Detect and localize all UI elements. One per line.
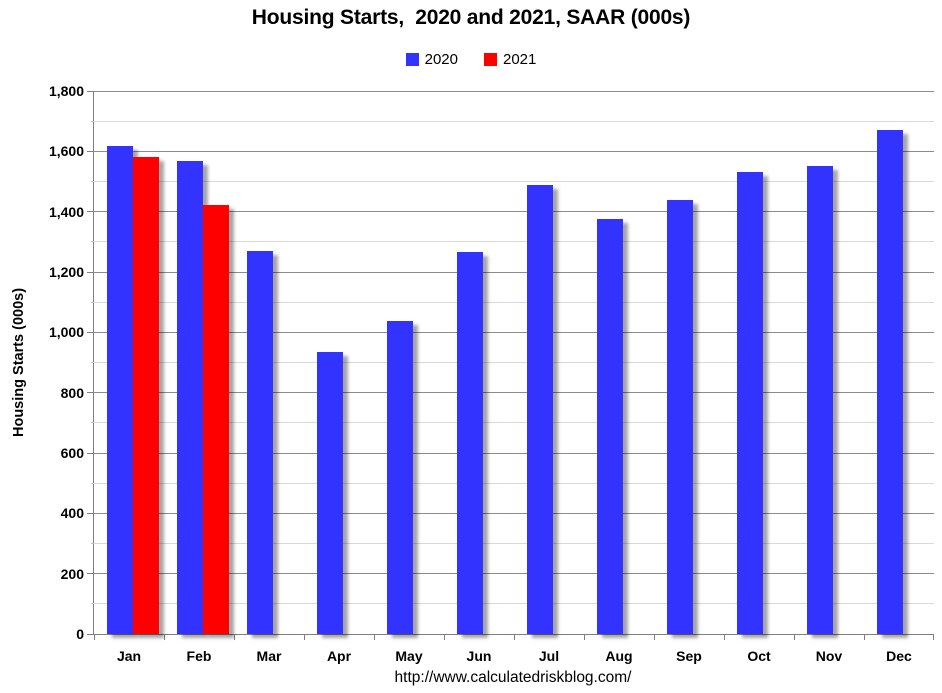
- y-axis-tick-1700: [91, 120, 94, 122]
- gridline-minor-1700: [94, 120, 934, 122]
- bar-2020-feb: [177, 161, 203, 634]
- y-axis-label-600: 600: [60, 445, 84, 461]
- gridline-major-1400: [94, 211, 934, 213]
- x-axis-label-oct: Oct: [747, 648, 771, 664]
- y-axis-tick-600: [87, 452, 94, 454]
- y-axis-label-800: 800: [60, 384, 84, 401]
- x-axis-label-jan: Jan: [116, 648, 142, 664]
- bar-2020-sep: [667, 199, 693, 634]
- bar-2020-aug: [597, 218, 623, 634]
- x-axis-tick-1: [164, 634, 165, 640]
- x-axis-tick-12: [933, 634, 934, 640]
- y-axis-label-1800: 1,800: [48, 83, 84, 99]
- gridline-major-400: [94, 512, 934, 514]
- gridline-minor-500: [94, 482, 934, 484]
- y-axis-title: Housing Starts (000s): [11, 287, 27, 438]
- y-axis-tick-400: [87, 512, 94, 514]
- legend-item-2021: 2021: [484, 51, 536, 68]
- gridline-major-1800: [94, 90, 934, 92]
- x-axis-tick-0: [94, 634, 95, 640]
- x-axis-label-sep: Sep: [676, 648, 702, 664]
- y-axis-label-400: 400: [60, 505, 84, 522]
- x-axis-tick-4: [374, 634, 375, 640]
- gridline-minor-900: [94, 362, 934, 363]
- bar-2020-may: [387, 320, 413, 634]
- y-axis-tick-1100: [91, 301, 94, 303]
- x-axis-tick-5: [444, 634, 445, 640]
- bar-2020-apr: [317, 352, 343, 634]
- y-axis-tick-100: [91, 603, 94, 605]
- y-axis-label-0: 0: [76, 626, 84, 642]
- y-axis-label-1200: 1,200: [48, 264, 84, 280]
- x-axis-label-apr: Apr: [326, 648, 352, 664]
- x-axis-tick-10: [794, 634, 795, 640]
- footer-url: http://www.calculatedriskblog.com/: [394, 669, 632, 686]
- legend-label-2021: 2021: [503, 50, 537, 68]
- y-axis-tick-1200: [87, 271, 94, 273]
- y-axis-tick-200: [87, 573, 94, 575]
- x-axis-label-jul: Jul: [538, 648, 560, 664]
- x-axis-tick-8: [654, 634, 655, 640]
- x-axis-tick-3: [304, 634, 305, 640]
- x-axis-label-aug: Aug: [605, 648, 633, 664]
- gridline-minor-1300: [94, 241, 934, 243]
- y-axis-tick-800: [87, 392, 94, 394]
- bar-2020-jan: [107, 146, 133, 634]
- legend-swatch-2020-icon: [405, 52, 419, 66]
- legend: 2020 2021: [0, 50, 942, 68]
- chart-title: Housing Starts, 2020 and 2021, SAAR (000…: [251, 6, 691, 29]
- x-axis-tick-2: [234, 634, 235, 640]
- gridline-minor-100: [94, 603, 934, 605]
- y-axis-tick-900: [91, 362, 94, 363]
- y-axis-label-1600: 1,600: [48, 143, 84, 160]
- legend-swatch-2021-icon: [484, 52, 497, 66]
- y-axis-tick-1400: [87, 211, 94, 213]
- gridline-major-600: [94, 452, 934, 454]
- x-axis-tick-7: [584, 634, 585, 640]
- gridline-minor-700: [94, 422, 934, 424]
- bar-2020-mar: [247, 251, 273, 634]
- x-axis-tick-11: [864, 634, 865, 640]
- bar-2020-oct: [737, 172, 763, 634]
- gridline-major-1200: [94, 271, 934, 273]
- legend-label-2020: 2020: [424, 50, 458, 68]
- bar-2020-jul: [527, 184, 553, 634]
- y-axis-label-200: 200: [60, 565, 84, 582]
- y-axis-tick-300: [91, 543, 94, 544]
- x-axis-tick-6: [514, 634, 515, 640]
- y-axis-tick-1000: [87, 331, 94, 333]
- gridline-major-1600: [94, 150, 934, 152]
- gridline-major-800: [94, 392, 934, 394]
- y-axis-tick-0: [87, 633, 94, 635]
- plot-area: Jan Feb Mar Apr May Jun Jul Aug Sep Oct Nov Dec: [87, 90, 934, 664]
- y-axis-tick-700: [91, 422, 94, 424]
- gridline-major-1000: [94, 331, 934, 333]
- y-axis-tick-1300: [91, 241, 94, 243]
- bar-2020-nov: [807, 165, 833, 634]
- x-axis-tick-9: [724, 634, 725, 640]
- gridline-minor-300: [94, 543, 934, 544]
- bar-2021-feb: [203, 205, 229, 634]
- y-axis-tick-1600: [87, 150, 94, 152]
- x-axis-label-may: May: [395, 648, 423, 664]
- bar-2020-jun: [457, 252, 483, 634]
- gridline-major-200: [94, 573, 934, 575]
- y-axis-label-1000: 1,000: [48, 324, 84, 341]
- y-axis-tick-1800: [87, 90, 94, 92]
- legend-item-2020: 2020: [405, 50, 458, 68]
- gridline-minor-1100: [94, 301, 934, 303]
- gridline-minor-1500: [94, 181, 934, 182]
- x-axis-label-feb: Feb: [186, 648, 212, 664]
- y-axis-label-1400: 1,400: [48, 203, 84, 220]
- bar-2021-jan: [133, 157, 159, 634]
- x-axis-label-dec: Dec: [886, 648, 912, 664]
- x-axis-label-jun: Jun: [466, 648, 492, 664]
- y-axis-tick-500: [91, 482, 94, 484]
- x-axis-label-mar: Mar: [256, 648, 282, 664]
- y-axis-tick-1500: [91, 181, 94, 182]
- x-axis-label-nov: Nov: [815, 648, 843, 664]
- bar-2020-dec: [877, 130, 903, 634]
